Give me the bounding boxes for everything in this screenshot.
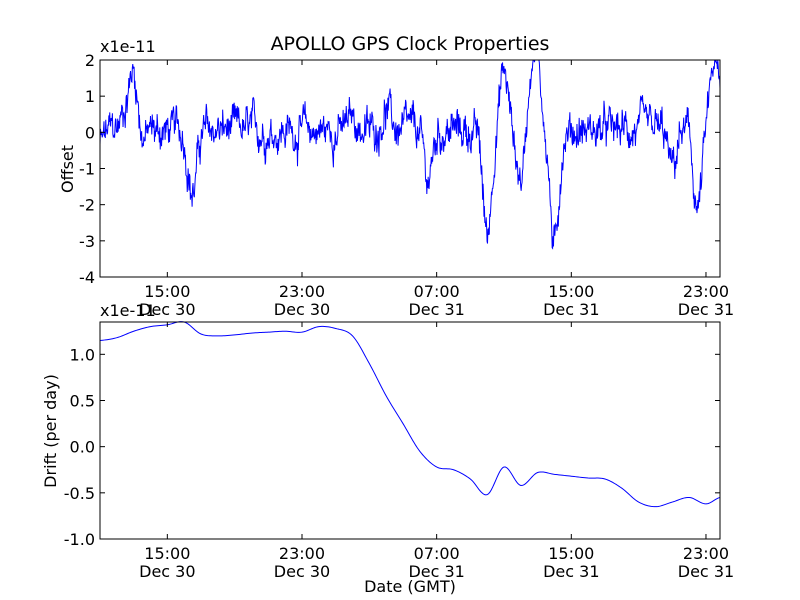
x-tick-time-label: 23:00 [683,544,729,563]
drift-series-line [99,321,721,508]
y-tick-label: -1 [79,160,95,179]
x-tick-date-label: Dec 30 [139,562,195,581]
x-tick-date-label: Dec 30 [274,562,330,581]
y-tick-label: -2 [79,196,95,215]
x-tick-time-label: 15:00 [144,544,190,563]
y-tick-label: -0.5 [64,484,95,503]
x-tick-date-label: Dec 31 [543,562,599,581]
x-tick-date-label: Dec 31 [678,562,734,581]
x-tick-date-label: Dec 31 [543,300,599,319]
drift-plot-area [99,321,721,508]
x-tick-date-label: Dec 30 [274,300,330,319]
x-tick-time-label: 15:00 [548,544,594,563]
x-tick-time-label: 23:00 [279,544,325,563]
x-tick-time-label: 15:00 [548,282,594,301]
x-tick-date-label: Dec 31 [408,562,464,581]
y-tick-label: 2 [85,51,95,70]
x-tick-time-label: 07:00 [414,544,460,563]
y-tick-label: 0.5 [70,391,95,410]
y-tick-label: -1.0 [64,530,95,549]
x-tick-date-label: Dec 30 [139,300,195,319]
drift-axis-multiplier: x1e-11 [100,301,156,320]
drift-axes-frame [99,321,721,540]
x-tick-time-label: 23:00 [683,282,729,301]
x-tick-time-label: 23:00 [279,282,325,301]
drift-x-axis-label: Date (GMT) [364,577,456,596]
offset-series-line [99,59,721,250]
y-tick-label: 1 [85,87,95,106]
y-tick-label: 0.0 [70,438,95,457]
y-tick-label: 0 [85,123,95,142]
x-tick-time-label: 07:00 [414,282,460,301]
x-tick-time-label: 15:00 [144,282,190,301]
x-tick-date-label: Dec 31 [408,300,464,319]
y-tick-label: 1.0 [70,345,95,364]
x-tick-date-label: Dec 31 [678,300,734,319]
y-tick-label: -4 [79,268,95,287]
offset-plot-area [99,59,721,250]
drift-y-axis-label: Drift (per day) [41,374,60,488]
offset-y-axis-label: Offset [58,145,77,193]
chart-title: APOLLO GPS Clock Properties [271,33,550,55]
y-tick-label: -3 [79,232,95,251]
offset-axis-multiplier: x1e-11 [100,37,156,56]
